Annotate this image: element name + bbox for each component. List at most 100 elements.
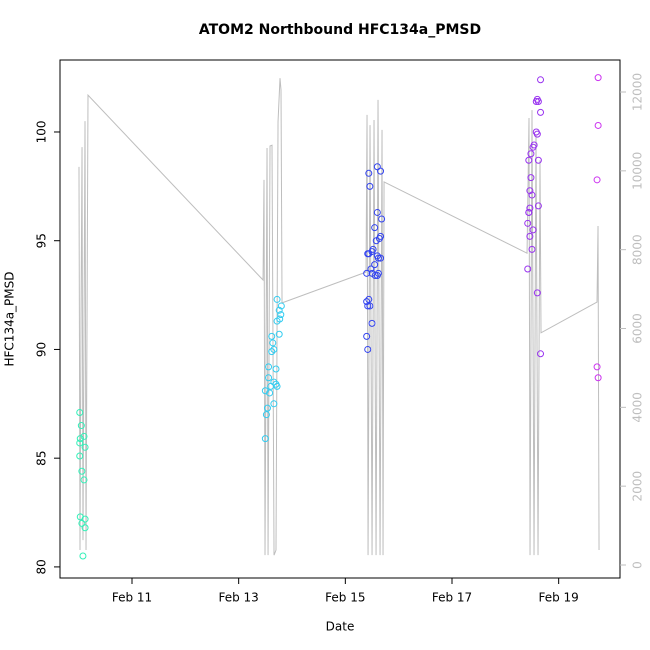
point xyxy=(593,363,601,371)
point xyxy=(532,98,540,106)
point xyxy=(378,215,386,223)
point xyxy=(76,439,84,447)
point xyxy=(377,254,385,262)
y-tick-label: 80 xyxy=(35,559,49,574)
point xyxy=(524,219,532,227)
point xyxy=(364,345,372,353)
point xyxy=(78,467,86,475)
point xyxy=(269,339,277,347)
point xyxy=(265,363,273,371)
x-tick-label: Feb 15 xyxy=(325,591,365,605)
point xyxy=(270,400,278,408)
point xyxy=(368,248,376,256)
point xyxy=(261,387,269,395)
point xyxy=(273,295,281,303)
point xyxy=(365,295,373,303)
point xyxy=(525,208,533,216)
point xyxy=(529,143,537,151)
point xyxy=(529,226,537,234)
point xyxy=(374,269,382,277)
point xyxy=(526,187,534,195)
point xyxy=(81,515,89,523)
point xyxy=(273,317,281,325)
point xyxy=(534,156,542,164)
y2-tick-label: 4000 xyxy=(631,392,645,423)
point xyxy=(263,404,271,412)
x-axis-label: Date xyxy=(326,620,355,634)
y2-tick-label: 0 xyxy=(631,561,645,569)
point xyxy=(76,409,84,417)
point xyxy=(594,121,602,129)
point xyxy=(373,208,381,216)
x-tick-label: Feb 13 xyxy=(218,591,258,605)
point xyxy=(268,348,276,356)
y-tick-label: 90 xyxy=(35,342,49,357)
point xyxy=(262,411,270,419)
y-axis-label: HFC134a_PMSD xyxy=(3,271,17,366)
point xyxy=(367,265,375,273)
point xyxy=(527,174,535,182)
point xyxy=(265,374,273,382)
point xyxy=(79,552,87,560)
point xyxy=(368,319,376,327)
x-tick-label: Feb 17 xyxy=(432,591,472,605)
x-tick-label: Feb 19 xyxy=(538,591,578,605)
point xyxy=(77,422,85,430)
point xyxy=(277,302,285,310)
y2-tick-label: 8000 xyxy=(631,234,645,265)
point xyxy=(527,150,535,158)
point xyxy=(594,74,602,82)
point xyxy=(533,130,541,138)
point xyxy=(364,302,372,310)
point xyxy=(275,306,283,314)
point xyxy=(377,167,385,175)
point xyxy=(277,311,285,319)
point xyxy=(366,302,374,310)
point xyxy=(81,524,89,532)
point xyxy=(371,261,379,269)
point xyxy=(273,382,281,390)
point xyxy=(537,350,545,358)
point xyxy=(81,443,89,451)
y-tick-label: 95 xyxy=(35,233,49,248)
point xyxy=(537,108,545,116)
point xyxy=(374,254,382,262)
point xyxy=(268,332,276,340)
point xyxy=(534,202,542,210)
point xyxy=(272,365,280,373)
point xyxy=(524,265,532,273)
point xyxy=(525,156,533,164)
line-series xyxy=(78,78,600,556)
y2-tick-label: 10000 xyxy=(631,152,645,190)
point xyxy=(363,332,371,340)
point xyxy=(533,289,541,297)
point xyxy=(80,476,88,484)
point xyxy=(76,452,84,460)
y-tick-label: 100 xyxy=(35,121,49,144)
point xyxy=(528,191,536,199)
y-tick-label: 85 xyxy=(35,451,49,466)
point xyxy=(270,345,278,353)
point xyxy=(593,176,601,184)
point xyxy=(266,389,274,397)
point xyxy=(526,204,534,212)
point xyxy=(275,330,283,338)
point xyxy=(371,224,379,232)
point xyxy=(372,237,380,245)
point xyxy=(363,269,371,277)
point xyxy=(528,245,536,253)
point xyxy=(80,432,88,440)
point xyxy=(365,169,373,177)
point xyxy=(76,435,84,443)
point xyxy=(366,182,374,190)
point xyxy=(594,374,602,382)
y2-tick-label: 6000 xyxy=(631,313,645,344)
chart-title: ATOM2 Northbound HFC134a_PMSD xyxy=(199,22,481,38)
point xyxy=(526,232,534,240)
point xyxy=(261,435,269,443)
y2-tick-label: 12000 xyxy=(631,73,645,111)
point xyxy=(537,76,545,84)
x-tick-label: Feb 11 xyxy=(112,591,152,605)
y2-tick-label: 2000 xyxy=(631,471,645,502)
plot-frame xyxy=(59,59,621,579)
